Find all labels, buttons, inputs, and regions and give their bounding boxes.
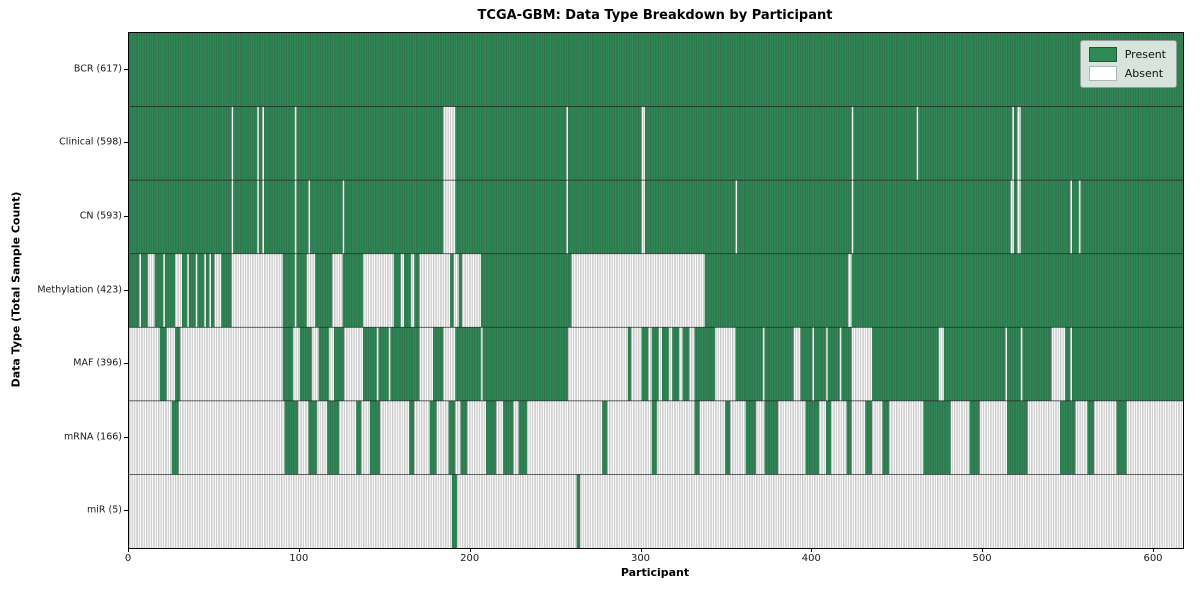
legend-present-swatch: [1088, 47, 1117, 62]
y-tick-mark: [124, 216, 128, 217]
legend-entry-present: Present: [1088, 47, 1166, 62]
legend: Present Absent: [1079, 40, 1177, 88]
plot-area: Present Absent: [128, 32, 1184, 549]
x-tick-mark: [298, 548, 300, 552]
y-tick-mark: [124, 290, 128, 291]
x-tick-mark: [128, 548, 129, 552]
heatmap-canvas: [129, 33, 1183, 548]
cell-edge-grid: [129, 33, 1183, 548]
legend-present-label: Present: [1124, 48, 1166, 61]
x-tick-mark: [811, 548, 813, 552]
x-tick-mark: [1153, 548, 1154, 552]
y-tick-mark: [124, 363, 128, 364]
y-tick-label: mRNA (166): [63, 431, 122, 443]
legend-absent-label: Absent: [1124, 67, 1164, 80]
y-tick-mark: [124, 142, 128, 143]
x-tick-label: 600: [1143, 553, 1163, 564]
x-tick-mark: [469, 548, 471, 552]
x-tick-mark: [982, 548, 984, 552]
y-tick-label: MAF (396): [73, 357, 122, 369]
x-tick-label: 100: [289, 553, 309, 564]
y-tick-label: CN (593): [79, 210, 122, 222]
x-tick-label: 200: [460, 553, 480, 564]
x-axis-label: Participant: [620, 566, 690, 579]
legend-entry-absent: Absent: [1088, 66, 1166, 81]
legend-absent-swatch: [1088, 66, 1117, 81]
x-tick-label: 0: [124, 553, 132, 564]
x-tick-label: 300: [630, 553, 651, 564]
x-tick-label: 400: [801, 553, 821, 564]
y-tick-label: Methylation (423): [37, 284, 122, 295]
y-tick-mark: [124, 69, 128, 70]
y-tick-mark: [124, 510, 128, 511]
y-tick-label: miR (5): [87, 504, 122, 516]
y-tick-mark: [124, 437, 128, 438]
chart-title: TCGA-GBM: Data Type Breakdown by Partici…: [477, 8, 833, 23]
y-tick-label: BCR (617): [73, 63, 122, 75]
x-tick-mark: [640, 548, 642, 552]
y-tick-label: Clinical (598): [59, 136, 122, 148]
x-tick-label: 500: [972, 553, 992, 564]
